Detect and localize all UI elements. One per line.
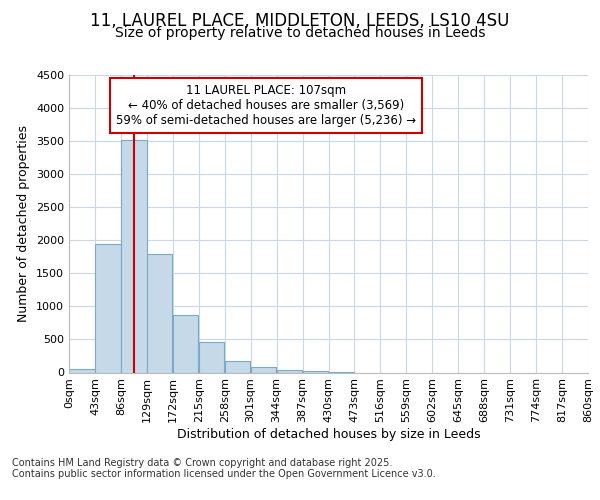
Bar: [225, 361, 250, 372]
Text: Contains HM Land Registry data © Crown copyright and database right 2025.
Contai: Contains HM Land Registry data © Crown c…: [12, 458, 436, 479]
Text: 11, LAUREL PLACE, MIDDLETON, LEEDS, LS10 4SU: 11, LAUREL PLACE, MIDDLETON, LEEDS, LS10…: [91, 12, 509, 30]
Bar: [121, 140, 146, 372]
Bar: [173, 314, 199, 372]
Text: Size of property relative to detached houses in Leeds: Size of property relative to detached ho…: [115, 26, 485, 40]
Bar: [303, 371, 328, 372]
Bar: [251, 366, 276, 372]
X-axis label: Distribution of detached houses by size in Leeds: Distribution of detached houses by size …: [176, 428, 481, 441]
Bar: [147, 254, 172, 372]
Y-axis label: Number of detached properties: Number of detached properties: [17, 125, 31, 322]
Bar: [199, 342, 224, 372]
Bar: [277, 370, 302, 372]
Text: 11 LAUREL PLACE: 107sqm
← 40% of detached houses are smaller (3,569)
59% of semi: 11 LAUREL PLACE: 107sqm ← 40% of detache…: [116, 84, 416, 127]
Bar: [70, 369, 95, 372]
Bar: [95, 244, 121, 372]
